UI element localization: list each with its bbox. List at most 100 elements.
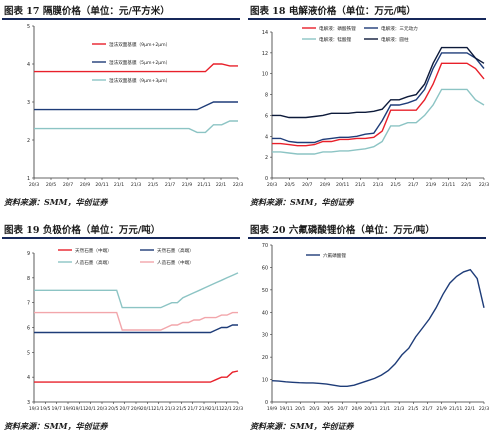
- y-tick-label: 6: [265, 113, 268, 119]
- legend-label: 人造石墨（高端）: [75, 259, 112, 266]
- legend-label: 六氟磷酸锂: [323, 252, 346, 259]
- legend-label: 湿法双面基膜（9μm+2μm）: [109, 41, 170, 48]
- x-tick-label: 20/9: [80, 182, 90, 188]
- x-tick-label: 21/5: [408, 406, 418, 412]
- chart-svg: 0 2 4 6 8 10 12 14 20/3 20/5 20/7 20/9 20/11 21/1 21/3…: [262, 25, 489, 188]
- y-tick-label: 60: [262, 265, 268, 271]
- x-tick-label: 20/9: [352, 406, 362, 412]
- x-tick-label: 21/5: [148, 182, 158, 188]
- x-tick-label: 21/9: [199, 406, 209, 412]
- x-tick-label: 21/3: [165, 406, 175, 412]
- panel-electrolyte-price: 图表 18 电解液价格（单位：万元/吨） 0 2 4 6 8 10 12 14 20/3 20/5…: [246, 0, 492, 219]
- chart-title: 图表 17 隔膜价格（单位：元/平方米）: [4, 6, 170, 17]
- series-line: [34, 272, 239, 309]
- series-line: [272, 62, 485, 147]
- x-tick-label: 20/5: [46, 182, 56, 188]
- x-tick-label: 20/7: [120, 406, 130, 412]
- y-tick-label: 4: [27, 375, 30, 381]
- legend-label: 电解液：三元动力: [381, 25, 418, 32]
- y-tick-label: 14: [262, 30, 268, 36]
- series-line: [34, 311, 238, 331]
- x-tick-label: 21/11: [197, 182, 210, 188]
- x-tick-label: 21/3: [373, 182, 383, 188]
- chart-svg: 0 10 20 30 40 50 60 70 19/9 19/11 20/1 20/3 20/5 20/7…: [262, 243, 489, 412]
- chart-title: 图表 18 电解液价格（单位：万元/吨）: [250, 6, 416, 17]
- x-tick-label: 22/3: [479, 182, 489, 188]
- x-tick-label: 20/3: [97, 406, 107, 412]
- x-tick-label: 19/5: [40, 406, 50, 412]
- legend-label: 天然石墨（高端）: [157, 247, 194, 254]
- x-tick-label: 21/1: [114, 182, 124, 188]
- y-tick-label: 70: [262, 243, 268, 249]
- x-tick-label: 20/11: [336, 182, 349, 188]
- y-tick-label: 8: [265, 93, 268, 99]
- y-tick-label: 5: [27, 24, 30, 30]
- series-line: [272, 88, 485, 155]
- x-tick-label: 20/9: [131, 406, 141, 412]
- y-tick-label: 5: [27, 350, 30, 356]
- x-tick-label: 20/5: [108, 406, 118, 412]
- x-tick-label: 21/7: [188, 406, 198, 412]
- y-tick-label: 1: [27, 176, 30, 182]
- x-tick-label: 20/1: [295, 406, 305, 412]
- legend-label: 湿法双面基膜（9μm+3μm）: [109, 77, 170, 84]
- x-tick-label: 20/3: [29, 182, 39, 188]
- x-tick-label: 20/11: [141, 406, 154, 412]
- x-tick-label: 20/11: [364, 406, 377, 412]
- y-tick-label: 20: [262, 355, 268, 361]
- x-tick-label: 21/7: [422, 406, 432, 412]
- legend-label: 电解液：磷酸铁锂: [319, 25, 356, 32]
- x-tick-label: 21/11: [442, 182, 455, 188]
- chart-svg: 1 2 3 4 5 20/3 20/5 20/7 20/9 20/11 21/1 21/3 21/5 21…: [27, 24, 243, 188]
- x-tick-label: 19/9: [63, 406, 73, 412]
- series-line: [34, 63, 238, 73]
- x-tick-label: 21/9: [426, 182, 436, 188]
- x-tick-label: 21/1: [154, 406, 164, 412]
- y-tick-label: 2: [27, 138, 30, 144]
- panel-separator-price: 图表 17 隔膜价格（单位：元/平方米） 1 2 3 4 5 20/3 20/5 20/7 20…: [0, 0, 246, 219]
- legend-label: 湿法双面基膜（5μm+2μm）: [109, 59, 170, 66]
- x-tick-label: 21/9: [436, 406, 446, 412]
- x-tick-label: 21/9: [182, 182, 192, 188]
- x-tick-label: 19/9: [267, 406, 277, 412]
- x-tick-label: 20/7: [338, 406, 348, 412]
- x-tick-label: 21/5: [391, 182, 401, 188]
- x-tick-label: 20/5: [323, 406, 333, 412]
- x-tick-label: 20/3: [267, 182, 277, 188]
- x-tick-label: 19/11: [280, 406, 293, 412]
- x-tick-label: 21/5: [176, 406, 186, 412]
- title-rule: [2, 18, 240, 20]
- x-tick-label: 21/11: [209, 406, 222, 412]
- series-line: [34, 101, 238, 111]
- y-tick-label: 2: [265, 155, 268, 161]
- x-tick-label: 19/11: [73, 406, 86, 412]
- legend-label: 天然石墨（中端）: [75, 247, 112, 254]
- x-tick-label: 21/1: [380, 406, 390, 412]
- x-tick-label: 21/7: [408, 182, 418, 188]
- chart-title: 图表 20 六氟磷酸锂价格（单位：万元/吨）: [250, 225, 435, 236]
- x-tick-label: 19/3: [29, 406, 39, 412]
- series-line: [271, 268, 485, 388]
- chart-source: 资料来源：SMM，华创证券: [4, 421, 108, 431]
- x-tick-label: 22/3: [479, 406, 489, 412]
- legend-label: 人造石墨（中端）: [157, 259, 194, 266]
- chart-source: 资料来源：SMM，华创证券: [4, 197, 108, 207]
- title-rule: [2, 237, 240, 239]
- x-tick-label: 20/3: [309, 406, 319, 412]
- y-tick-label: 8: [27, 276, 30, 282]
- x-tick-label: 20/11: [95, 182, 108, 188]
- chart-title: 图表 19 负极价格（单位：万元/吨）: [4, 225, 161, 236]
- x-tick-label: 21/1: [355, 182, 365, 188]
- x-tick-label: 20/9: [320, 182, 330, 188]
- y-tick-label: 10: [262, 72, 268, 78]
- chart-svg: 3 4 5 6 7 8 9 19/3 19/5 19/7 19/9 19/11 20/1 20/3 20/5…: [27, 247, 243, 412]
- panel-anode-price: 图表 19 负极价格（单位：万元/吨） 3 4 5 6 7 8 9 19/3 19/5 19/7 1…: [0, 219, 246, 438]
- x-tick-label: 22/1: [222, 406, 232, 412]
- x-tick-label: 22/3: [233, 406, 243, 412]
- y-tick-label: 0: [265, 176, 268, 182]
- y-tick-label: 30: [262, 333, 268, 339]
- x-tick-label: 21/3: [394, 406, 404, 412]
- x-tick-label: 22/1: [216, 182, 226, 188]
- y-tick-label: 3: [27, 100, 30, 106]
- y-tick-label: 50: [262, 288, 268, 294]
